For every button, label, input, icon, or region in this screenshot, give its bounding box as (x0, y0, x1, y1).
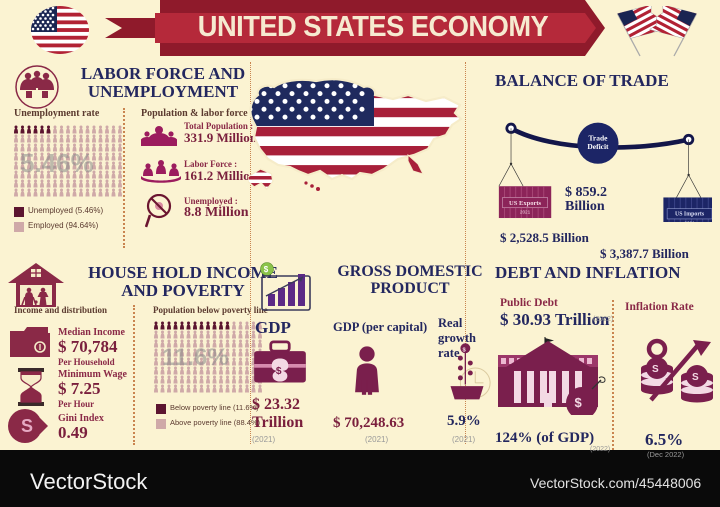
svg-text:$: $ (276, 366, 282, 377)
svg-text:$: $ (575, 395, 583, 410)
svg-text:US Imports: US Imports (675, 212, 705, 218)
svg-text:2021: 2021 (684, 221, 695, 222)
svg-text:S: S (21, 416, 33, 436)
svg-text:S: S (652, 364, 659, 375)
svg-text:Deficit: Deficit (587, 142, 609, 151)
svg-text:US Exports: US Exports (509, 200, 542, 207)
svg-text:2021: 2021 (520, 209, 531, 214)
svg-text:$: $ (264, 265, 269, 274)
svg-text:S: S (692, 372, 699, 383)
